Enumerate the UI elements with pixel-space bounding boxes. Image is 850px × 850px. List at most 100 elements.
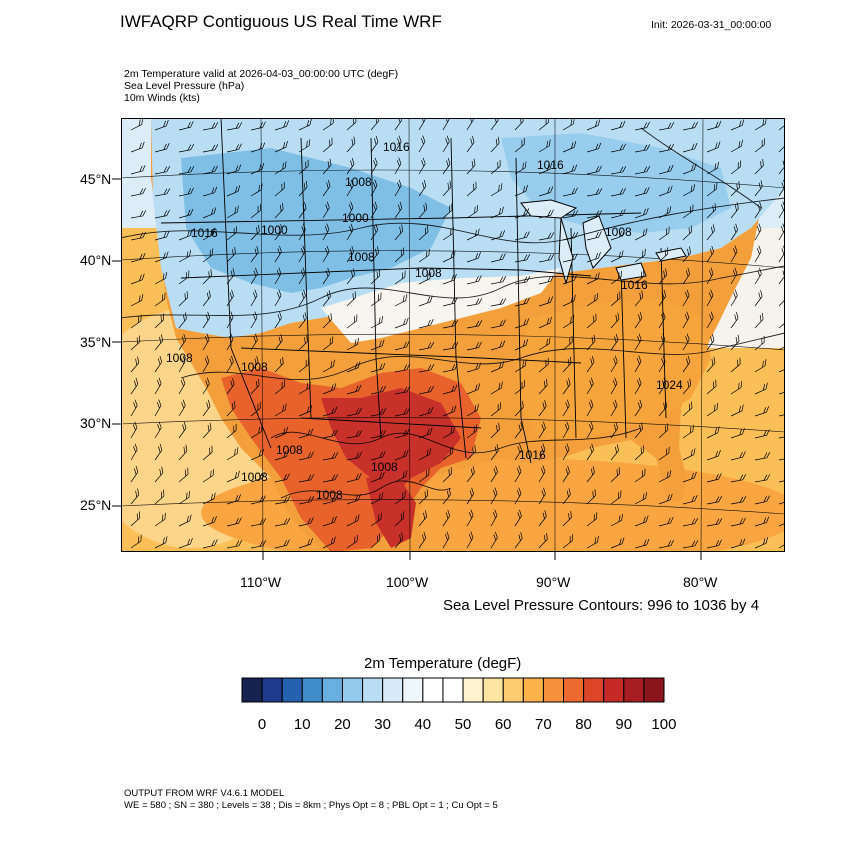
wind-barb xyxy=(178,333,187,351)
wind-barb xyxy=(418,427,433,439)
wind-barb xyxy=(226,247,236,263)
colorbar-box xyxy=(542,677,565,703)
wind-barb xyxy=(418,179,427,197)
wind-barb xyxy=(394,294,408,307)
great-lakes xyxy=(520,199,687,285)
pressure-contours xyxy=(121,127,785,499)
wind-barb xyxy=(634,492,648,505)
wind-barb xyxy=(250,311,258,329)
wind-barb xyxy=(442,180,452,197)
wind-barb xyxy=(466,275,482,285)
wind-barb xyxy=(394,201,403,219)
wind-barb xyxy=(634,269,645,285)
wind-barb xyxy=(538,337,551,351)
colorbar-tick-label: 40 xyxy=(414,716,432,733)
wind-barb xyxy=(682,184,696,197)
wind-barb xyxy=(130,465,139,483)
wind-barb xyxy=(370,201,378,219)
wind-barb xyxy=(250,142,266,153)
wind-barb xyxy=(706,518,723,527)
wind-barb xyxy=(346,430,363,439)
colorbar-box xyxy=(281,677,303,703)
wind-barb xyxy=(418,406,434,417)
wind-barb xyxy=(466,531,474,549)
wind-barb xyxy=(706,473,722,483)
wind-barb xyxy=(370,512,382,527)
wind-barb xyxy=(610,355,618,373)
wind-barb xyxy=(442,297,458,307)
wind-barb xyxy=(298,139,311,153)
colorbar-tick-label: 70 xyxy=(535,716,552,733)
wind-barb xyxy=(634,207,649,219)
wind-barb xyxy=(202,400,211,417)
wind-barb xyxy=(154,165,171,175)
wind-barb xyxy=(154,188,171,197)
wind-barb xyxy=(538,139,551,153)
wind-barb xyxy=(154,443,163,461)
wind-barb xyxy=(442,488,451,505)
wind-barb xyxy=(514,161,527,175)
wind-barb xyxy=(298,358,309,373)
wind-barb xyxy=(322,290,331,307)
wind-barb xyxy=(658,143,675,153)
wind-barb xyxy=(394,224,404,241)
wind-barb xyxy=(490,509,498,527)
wind-barb xyxy=(514,254,531,263)
wind-barb xyxy=(490,402,501,417)
wind-barb xyxy=(490,487,498,505)
wind-barb xyxy=(298,289,306,307)
pressure-contour-label: 1016 xyxy=(383,140,410,154)
wind-barb xyxy=(346,245,355,263)
wind-barb xyxy=(730,538,746,549)
wind-barb xyxy=(442,342,459,351)
colorbar-box xyxy=(522,677,544,703)
wind-barb xyxy=(250,378,260,395)
pressure-contour-label: 1016 xyxy=(519,448,546,462)
wind-barb xyxy=(442,363,458,373)
wind-barb xyxy=(322,201,330,219)
wind-barb xyxy=(466,403,479,417)
wind-barb xyxy=(346,451,363,461)
wind-barb xyxy=(466,181,477,197)
wind-barb xyxy=(586,119,601,131)
wind-barb xyxy=(562,465,570,483)
map-border xyxy=(121,118,785,552)
wind-barb xyxy=(442,135,450,153)
wind-barb xyxy=(202,207,217,219)
wind-barb xyxy=(610,377,618,395)
wind-barb xyxy=(754,406,769,417)
wind-barb xyxy=(418,510,428,527)
wind-barb xyxy=(442,405,457,417)
wind-barb xyxy=(394,449,409,461)
wind-barb xyxy=(634,248,646,263)
wind-barb xyxy=(298,159,309,175)
wind-barb xyxy=(490,136,500,153)
wind-barb xyxy=(490,159,501,175)
wind-barb xyxy=(442,425,455,439)
wind-barb xyxy=(730,428,745,439)
wind-barb xyxy=(658,377,667,395)
wind-barb xyxy=(634,355,642,373)
wind-barb xyxy=(394,470,408,483)
wind-barb xyxy=(226,311,234,329)
wind-barb xyxy=(706,141,721,153)
wind-barb xyxy=(466,252,481,263)
wind-barb xyxy=(706,161,719,175)
wind-barb xyxy=(706,449,721,461)
pressure-contour-label: 1016 xyxy=(537,158,564,172)
wind-barb xyxy=(490,183,503,197)
wind-barb xyxy=(730,381,743,395)
wind-barb xyxy=(298,223,306,241)
lon-ticks xyxy=(262,551,702,560)
wind-barb xyxy=(658,355,666,373)
wind-barb xyxy=(514,487,522,505)
wind-barb xyxy=(634,311,643,329)
wind-barb xyxy=(130,210,147,219)
wind-barb xyxy=(250,204,261,219)
wind-barb xyxy=(130,534,142,549)
wind-barb xyxy=(754,245,762,263)
footer-settings-line: WE = 580 ; SN = 380 ; Levels = 38 ; Dis … xyxy=(124,800,498,811)
wind-barb xyxy=(370,385,387,395)
colorbar-tick-label: 50 xyxy=(454,716,472,733)
wind-barb xyxy=(754,452,771,461)
